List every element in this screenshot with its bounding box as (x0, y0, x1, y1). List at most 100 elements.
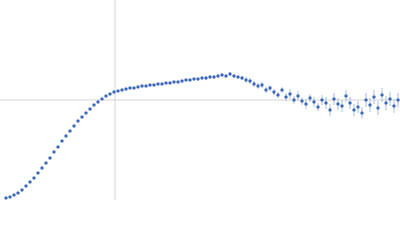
data-point (224, 74, 228, 78)
data-point (228, 72, 232, 76)
data-point (56, 145, 60, 149)
data-point (264, 88, 268, 92)
data-point (156, 82, 160, 86)
data-point (4, 196, 8, 200)
data-point (196, 77, 200, 81)
data-point (312, 100, 316, 104)
data-point (124, 87, 128, 91)
data-point (360, 111, 364, 115)
data-point (20, 188, 24, 192)
data-point (40, 166, 44, 170)
data-point (64, 134, 68, 138)
data-point (216, 74, 220, 78)
data-point (332, 97, 336, 101)
data-point (348, 101, 352, 105)
data-point (304, 102, 308, 106)
data-point (340, 104, 344, 108)
data-point (204, 76, 208, 80)
data-point (324, 101, 328, 105)
data-point (120, 88, 124, 92)
data-point (384, 101, 388, 105)
data-point (376, 106, 380, 110)
data-point (288, 92, 292, 96)
data-point (380, 93, 384, 97)
data-point (252, 82, 256, 86)
data-point (68, 129, 72, 133)
data-point (100, 97, 104, 101)
data-point (180, 79, 184, 83)
data-point (308, 96, 312, 100)
data-point (76, 119, 80, 123)
data-point (392, 104, 396, 108)
data-point (8, 195, 12, 199)
data-point (116, 89, 120, 93)
data-point (260, 83, 264, 87)
data-point (316, 105, 320, 109)
data-point (344, 94, 348, 98)
data-point (212, 75, 216, 79)
data-point (368, 103, 372, 107)
data-point (244, 78, 248, 82)
data-point (268, 86, 272, 90)
data-point (280, 88, 284, 92)
data-point (388, 97, 392, 101)
data-point (152, 83, 156, 87)
data-point (272, 90, 276, 94)
data-point (160, 82, 164, 86)
data-point (104, 94, 108, 98)
data-point (144, 84, 148, 88)
data-point (96, 100, 100, 104)
data-point (240, 76, 244, 80)
data-point (92, 103, 96, 107)
data-point (148, 83, 152, 87)
data-point (276, 93, 280, 97)
data-point (168, 81, 172, 85)
data-point (136, 85, 140, 89)
data-point (188, 78, 192, 82)
data-point (164, 81, 168, 85)
data-point (232, 74, 236, 78)
data-point (352, 108, 356, 112)
data-point (16, 191, 20, 195)
data-point (192, 77, 196, 81)
data-point (60, 139, 64, 143)
data-point (184, 78, 188, 82)
data-point (132, 86, 136, 90)
data-point (284, 95, 288, 99)
data-point (52, 150, 56, 154)
data-point (44, 161, 48, 165)
data-point (84, 111, 88, 115)
data-point (176, 80, 180, 84)
chart (0, 0, 400, 200)
data-point (72, 124, 76, 128)
data-point (364, 98, 368, 102)
data-point (32, 176, 36, 180)
data-point (12, 193, 16, 197)
data-point (208, 75, 212, 79)
data-point (140, 84, 144, 88)
data-point (48, 156, 52, 160)
data-point (24, 184, 28, 188)
data-point (292, 98, 296, 102)
data-point (356, 105, 360, 109)
data-point (112, 90, 116, 94)
data-point (328, 108, 332, 112)
data-point (236, 75, 240, 79)
data-point (80, 115, 84, 119)
data-point (372, 95, 376, 99)
data-point (296, 94, 300, 98)
data-point (36, 171, 40, 175)
data-point (320, 98, 324, 102)
data-point (336, 102, 340, 106)
data-point (28, 180, 32, 184)
data-point (256, 84, 260, 88)
data-point (108, 92, 112, 96)
data-point (396, 98, 400, 102)
data-point (88, 107, 92, 111)
data-point (172, 80, 176, 84)
data-point (220, 73, 224, 77)
data-point (128, 86, 132, 90)
data-point (300, 99, 304, 103)
data-point (248, 79, 252, 83)
data-point (200, 76, 204, 80)
